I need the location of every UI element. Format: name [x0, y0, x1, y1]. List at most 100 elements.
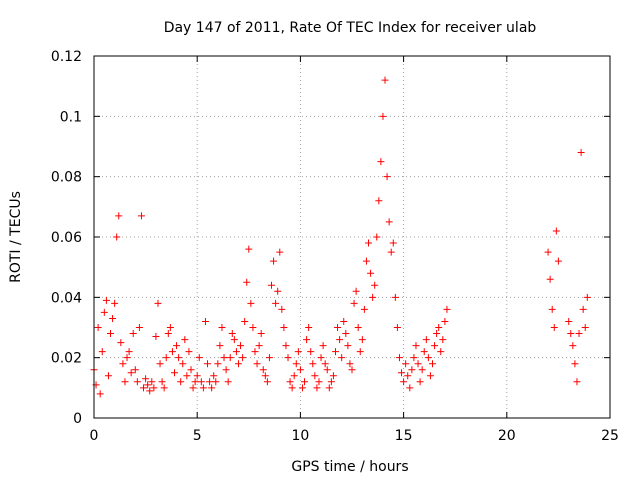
data-point — [288, 384, 296, 392]
data-point — [148, 378, 156, 386]
data-point — [146, 387, 154, 395]
data-point — [276, 248, 284, 256]
data-point — [270, 257, 278, 265]
data-point — [579, 305, 587, 313]
data-point — [154, 299, 162, 307]
data-point — [381, 76, 389, 84]
data-point — [274, 287, 282, 295]
data-point — [294, 348, 302, 356]
data-point — [232, 348, 240, 356]
data-point — [144, 381, 152, 389]
data-point — [261, 372, 269, 380]
data-point — [360, 305, 368, 313]
data-point — [131, 366, 139, 374]
y-tick-label: 0.08 — [51, 170, 82, 186]
data-point — [216, 342, 224, 350]
data-point — [400, 378, 408, 386]
data-point — [325, 384, 333, 392]
data-point — [346, 360, 354, 368]
data-point — [554, 257, 562, 265]
data-point — [239, 354, 247, 362]
data-point — [327, 378, 335, 386]
data-point — [422, 336, 430, 344]
data-point — [237, 342, 245, 350]
data-point — [137, 212, 145, 220]
y-tick-label: 0.12 — [51, 49, 82, 65]
data-point — [282, 342, 290, 350]
data-point — [98, 348, 106, 356]
data-point — [241, 317, 249, 325]
data-point — [544, 248, 552, 256]
data-point — [272, 299, 280, 307]
data-point — [119, 360, 127, 368]
y-tick-label: 0.02 — [51, 351, 82, 367]
data-point — [313, 384, 321, 392]
data-point — [224, 378, 232, 386]
data-point — [323, 366, 331, 374]
data-point — [156, 360, 164, 368]
data-point — [350, 299, 358, 307]
data-point — [311, 372, 319, 380]
data-point — [94, 324, 102, 331]
data-point — [251, 348, 259, 356]
data-point — [550, 324, 558, 331]
data-point — [162, 354, 170, 362]
data-point — [348, 366, 356, 374]
y-tick-label: 0.1 — [60, 109, 82, 125]
data-point — [218, 324, 226, 331]
data-point — [166, 324, 174, 331]
data-point — [102, 296, 110, 304]
data-point — [111, 299, 119, 307]
data-point — [379, 112, 387, 120]
data-point — [365, 239, 373, 247]
data-point — [175, 354, 183, 362]
x-axis-label: GPS time / hours — [291, 459, 408, 475]
data-point — [179, 360, 187, 368]
data-point — [123, 354, 131, 362]
data-point — [255, 342, 263, 350]
data-point — [168, 348, 176, 356]
data-point — [342, 330, 350, 338]
data-point — [199, 384, 207, 392]
data-point — [265, 354, 273, 362]
data-point — [220, 354, 228, 362]
data-point — [546, 275, 554, 283]
x-tick-label: 10 — [291, 428, 309, 444]
data-point — [113, 233, 121, 241]
data-point — [583, 293, 591, 301]
data-point — [414, 360, 422, 368]
data-point — [278, 305, 286, 313]
data-point — [96, 390, 104, 398]
data-point — [331, 348, 339, 356]
data-point — [100, 308, 108, 316]
data-point — [133, 378, 141, 386]
data-point — [107, 330, 115, 338]
data-point — [204, 360, 212, 368]
data-point — [296, 366, 304, 374]
data-point — [257, 330, 265, 338]
data-point — [383, 173, 391, 181]
data-point — [428, 360, 436, 368]
data-point — [373, 233, 381, 241]
data-point — [195, 354, 203, 362]
data-point — [245, 245, 253, 253]
data-point — [375, 197, 383, 205]
data-point — [573, 378, 581, 386]
data-point — [581, 324, 589, 331]
data-point — [410, 354, 418, 362]
data-point — [385, 218, 393, 226]
data-point — [284, 354, 292, 362]
data-point — [243, 278, 251, 286]
data-point — [441, 317, 449, 325]
axes — [93, 55, 611, 419]
data-point — [340, 317, 348, 325]
data-point — [140, 384, 148, 392]
data-point — [135, 324, 143, 331]
data-point — [125, 348, 133, 356]
data-point — [362, 257, 370, 265]
data-point — [222, 366, 230, 374]
data-point — [344, 342, 352, 350]
data-point — [226, 354, 234, 362]
x-tick-label: 25 — [601, 428, 619, 444]
data-point — [305, 324, 313, 331]
